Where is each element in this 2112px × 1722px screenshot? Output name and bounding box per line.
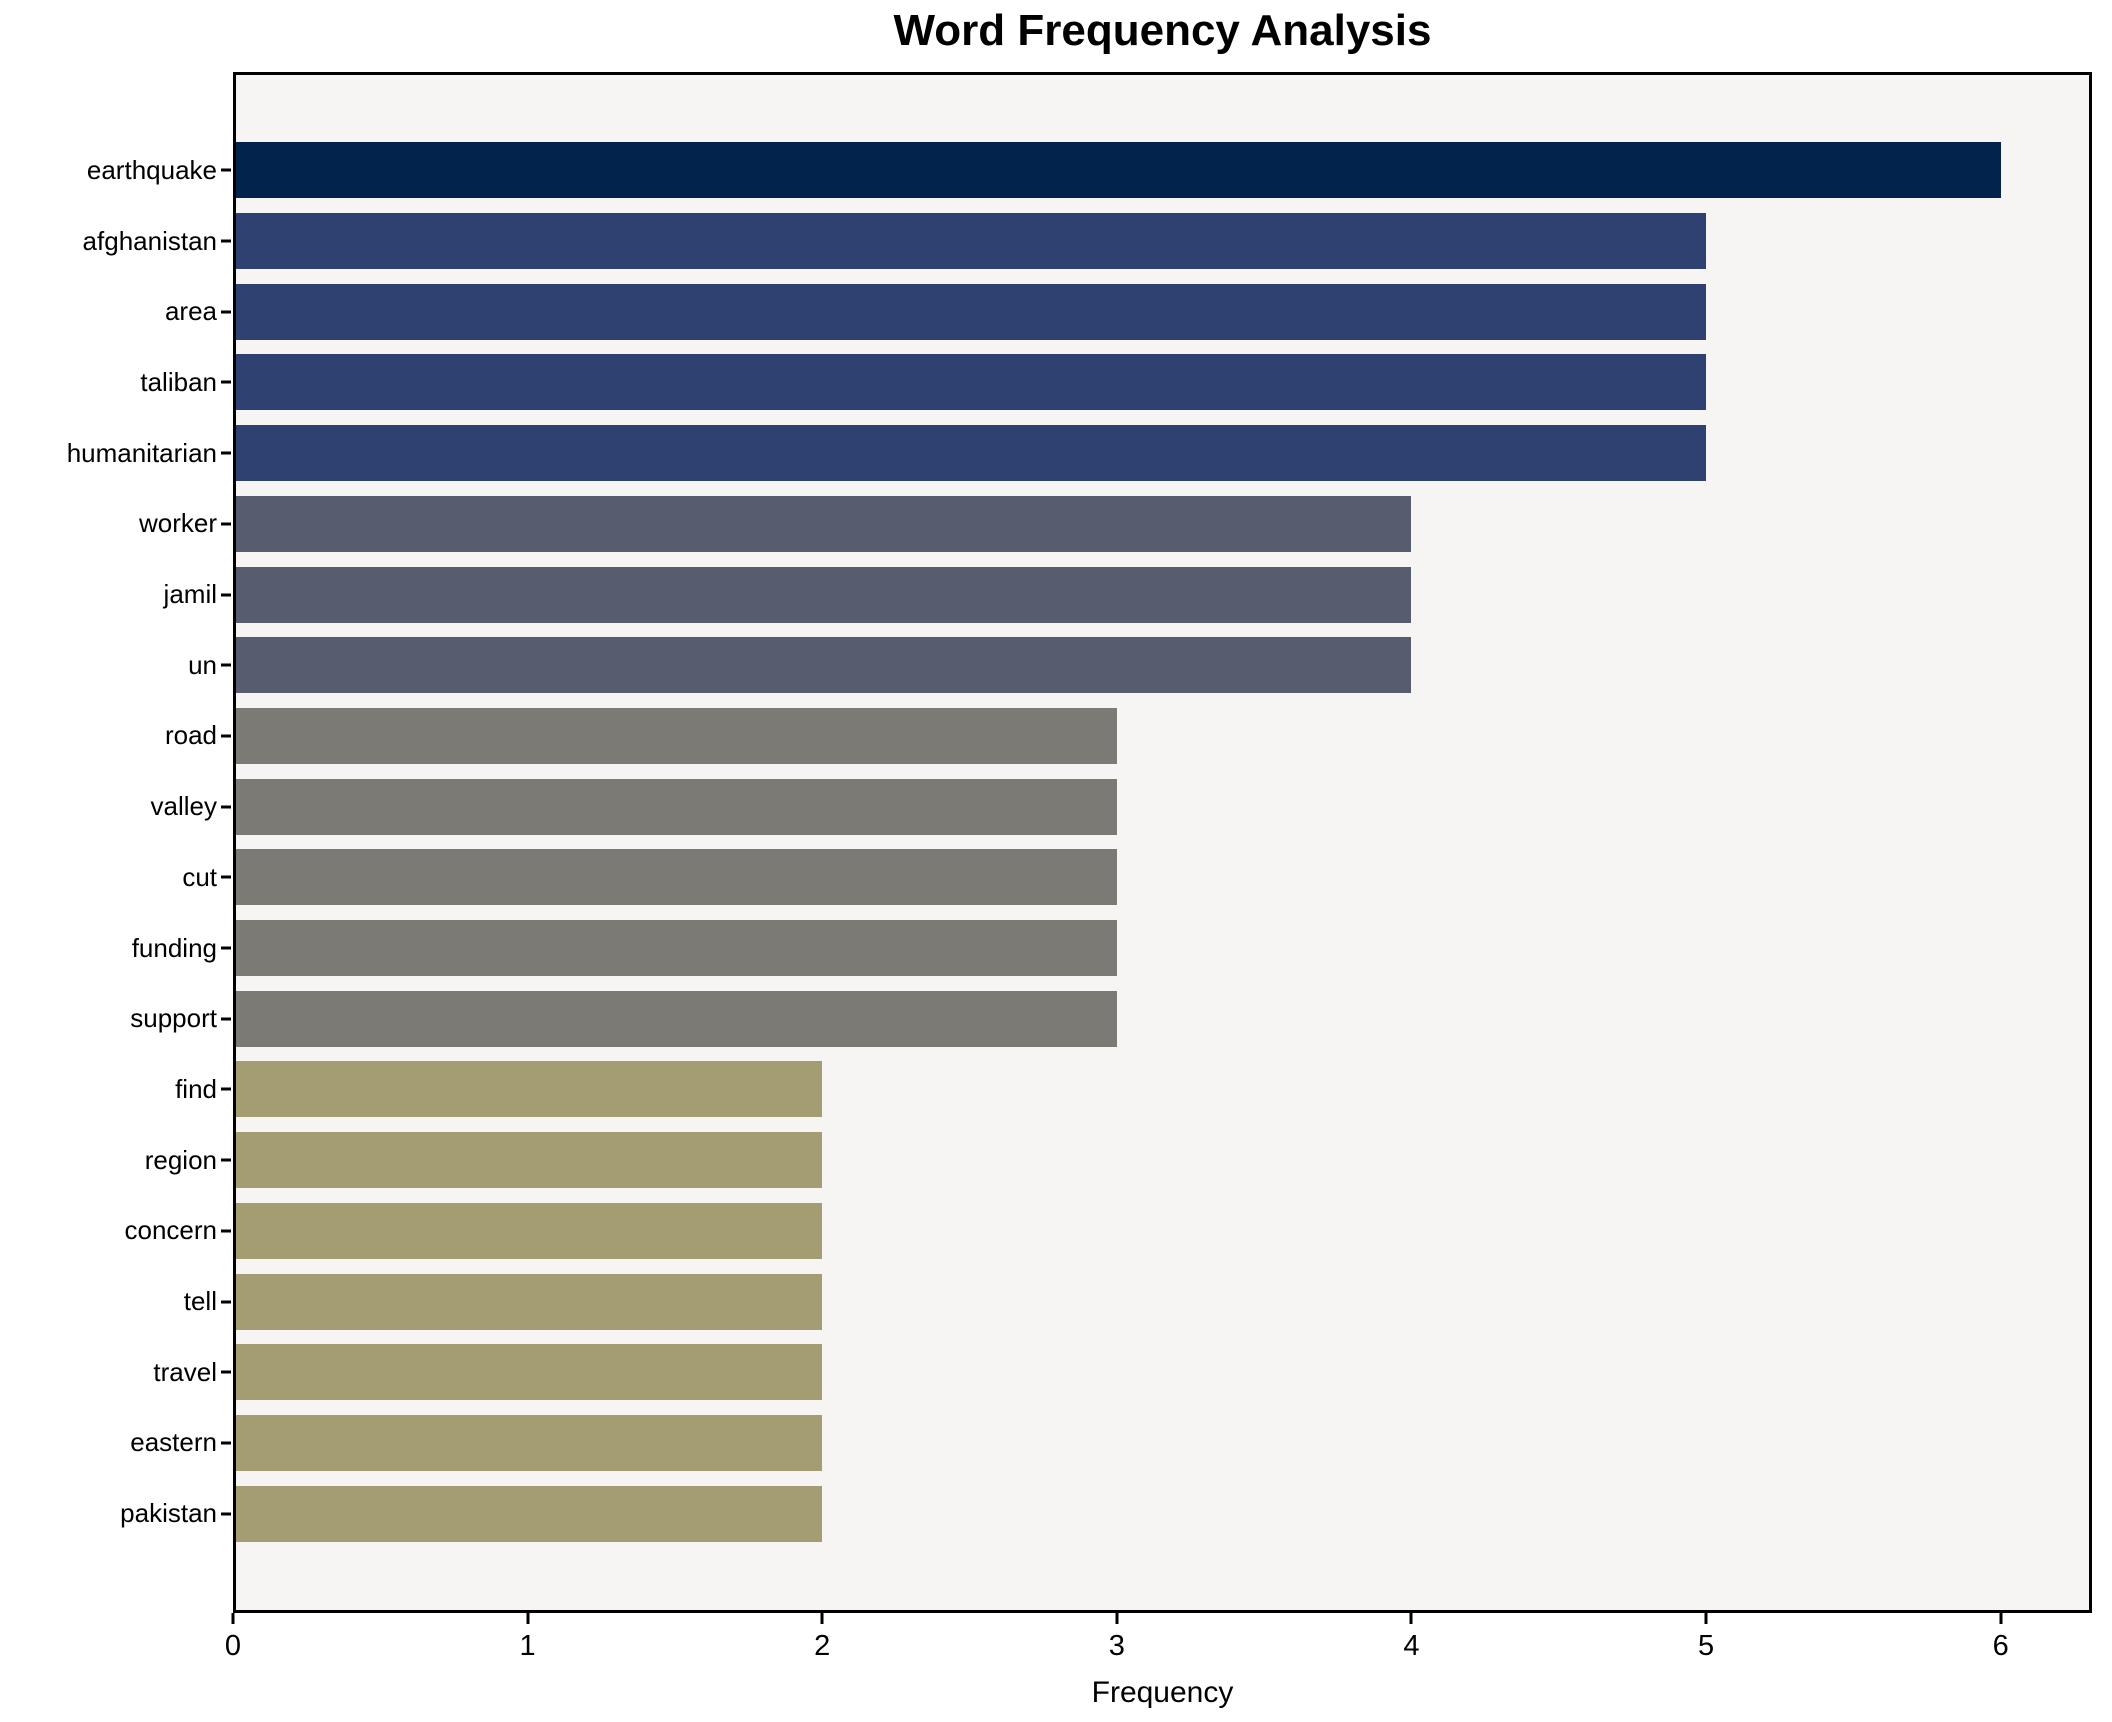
bar-region	[233, 1132, 823, 1189]
bar-support	[233, 990, 1117, 1047]
y-tick-label-area: area	[164, 296, 217, 327]
bar-pakistan	[233, 1485, 823, 1542]
bar-humanitarian	[233, 425, 1707, 482]
chart-title: Word Frequency Analysis	[893, 6, 1432, 55]
bar-concern	[233, 1202, 823, 1259]
y-tick-mark	[221, 239, 231, 243]
bar-row-tell: tell	[184, 1266, 2092, 1337]
y-tick-label-support: support	[130, 1003, 217, 1034]
bar-afghanistan	[233, 213, 1707, 270]
y-tick-mark	[221, 805, 231, 809]
y-tick-mark	[221, 1512, 231, 1516]
y-tick-mark	[221, 946, 231, 950]
y-tick-label-valley: valley	[150, 791, 217, 822]
y-tick-mark	[221, 522, 231, 526]
bar-area	[233, 283, 1707, 340]
x-tick-label-3: 3	[1108, 1630, 1125, 1662]
x-tick-label-2: 2	[814, 1630, 831, 1662]
y-tick-label-funding: funding	[131, 932, 217, 963]
y-tick-mark	[221, 168, 231, 172]
bar-travel	[233, 1344, 823, 1401]
y-tick-mark	[221, 451, 231, 455]
bar-valley	[233, 778, 1117, 835]
x-tick-label-1: 1	[519, 1630, 536, 1662]
y-tick-label-eastern: eastern	[130, 1427, 217, 1458]
y-tick-mark	[221, 1370, 231, 1374]
bar-jamil	[233, 566, 1412, 623]
bar-row-concern: concern	[125, 1196, 2092, 1267]
bar-row-support: support	[130, 983, 2092, 1054]
y-tick-label-humanitarian: humanitarian	[66, 437, 217, 468]
y-tick-label-afghanistan: afghanistan	[82, 225, 217, 256]
y-tick-label-road: road	[164, 720, 217, 751]
x-axis-label: Frequency	[1091, 1676, 1234, 1709]
y-tick-label-worker: worker	[138, 508, 217, 539]
y-tick-label-earthquake: earthquake	[86, 154, 217, 185]
bar-row-afghanistan: afghanistan	[83, 206, 2092, 277]
x-tick-mark-0	[231, 1613, 235, 1624]
bar-row-cut: cut	[182, 842, 2092, 913]
bar-row-travel: travel	[153, 1337, 2092, 1408]
x-tick-mark-6	[1999, 1613, 2003, 1624]
bar-road	[233, 707, 1117, 764]
x-tick-label-4: 4	[1403, 1630, 1420, 1662]
x-tick-label-0: 0	[224, 1630, 242, 1662]
y-tick-mark	[221, 1017, 231, 1021]
x-tick-mark-5	[1704, 1613, 1708, 1624]
bar-find	[233, 1061, 823, 1118]
bar-taliban	[233, 354, 1707, 411]
y-tick-label-find: find	[175, 1073, 217, 1104]
bar-funding	[233, 920, 1117, 977]
bar-row-valley: valley	[151, 771, 2092, 842]
y-tick-mark	[221, 663, 231, 667]
x-tick-mark-2	[820, 1613, 824, 1624]
y-tick-mark	[221, 380, 231, 384]
bar-row-un: un	[188, 630, 2092, 701]
y-tick-label-travel: travel	[153, 1356, 217, 1387]
y-tick-label-pakistan: pakistan	[120, 1498, 217, 1529]
bar-worker	[233, 495, 1412, 552]
y-tick-mark	[221, 1441, 231, 1445]
y-tick-mark	[221, 1087, 231, 1091]
x-tick-mark-3	[1115, 1613, 1119, 1624]
bar-tell	[233, 1273, 823, 1330]
bar-row-road: road	[165, 701, 2092, 772]
bar-row-humanitarian: humanitarian	[67, 418, 2092, 489]
y-tick-mark	[221, 734, 231, 738]
bar-row-taliban: taliban	[140, 347, 2092, 418]
bar-earthquake	[233, 142, 2001, 199]
bar-row-jamil: jamil	[164, 559, 2092, 630]
bar-row-funding: funding	[132, 913, 2092, 984]
x-tick-mark-1	[526, 1613, 530, 1624]
y-tick-mark	[221, 310, 231, 314]
x-tick-mark-4	[1409, 1613, 1413, 1624]
y-tick-label-jamil: jamil	[163, 579, 217, 610]
y-tick-label-concern: concern	[124, 1215, 218, 1246]
plot-area: earthquake afghanistan area taliban humanita…	[67, 72, 2092, 1709]
x-tick-label-6: 6	[1992, 1630, 2009, 1662]
y-tick-mark	[221, 1229, 231, 1233]
bar-row-region: region	[145, 1125, 2092, 1196]
y-tick-mark	[221, 1158, 231, 1162]
y-tick-label-cut: cut	[182, 861, 217, 892]
y-tick-mark	[221, 875, 231, 879]
y-tick-label-region: region	[144, 1144, 217, 1175]
bars-container: earthquake afghanistan area taliban humanita…	[67, 135, 2092, 1549]
bar-cut	[233, 849, 1117, 906]
bar-row-worker: worker	[139, 489, 2092, 560]
y-tick-mark	[221, 1300, 231, 1304]
bar-eastern	[233, 1414, 823, 1471]
bar-row-area: area	[165, 276, 2092, 347]
y-tick-label-tell: tell	[183, 1286, 217, 1317]
y-tick-mark	[221, 593, 231, 597]
bar-un	[233, 637, 1412, 694]
x-tick-label-5: 5	[1697, 1630, 1715, 1662]
bar-row-eastern: eastern	[130, 1408, 2092, 1479]
y-tick-label-un: un	[188, 649, 217, 680]
y-tick-label-taliban: taliban	[140, 366, 217, 397]
bar-row-pakistan: pakistan	[120, 1478, 2092, 1549]
bar-row-earthquake: earthquake	[87, 135, 2092, 206]
bar-row-find: find	[175, 1054, 2092, 1125]
